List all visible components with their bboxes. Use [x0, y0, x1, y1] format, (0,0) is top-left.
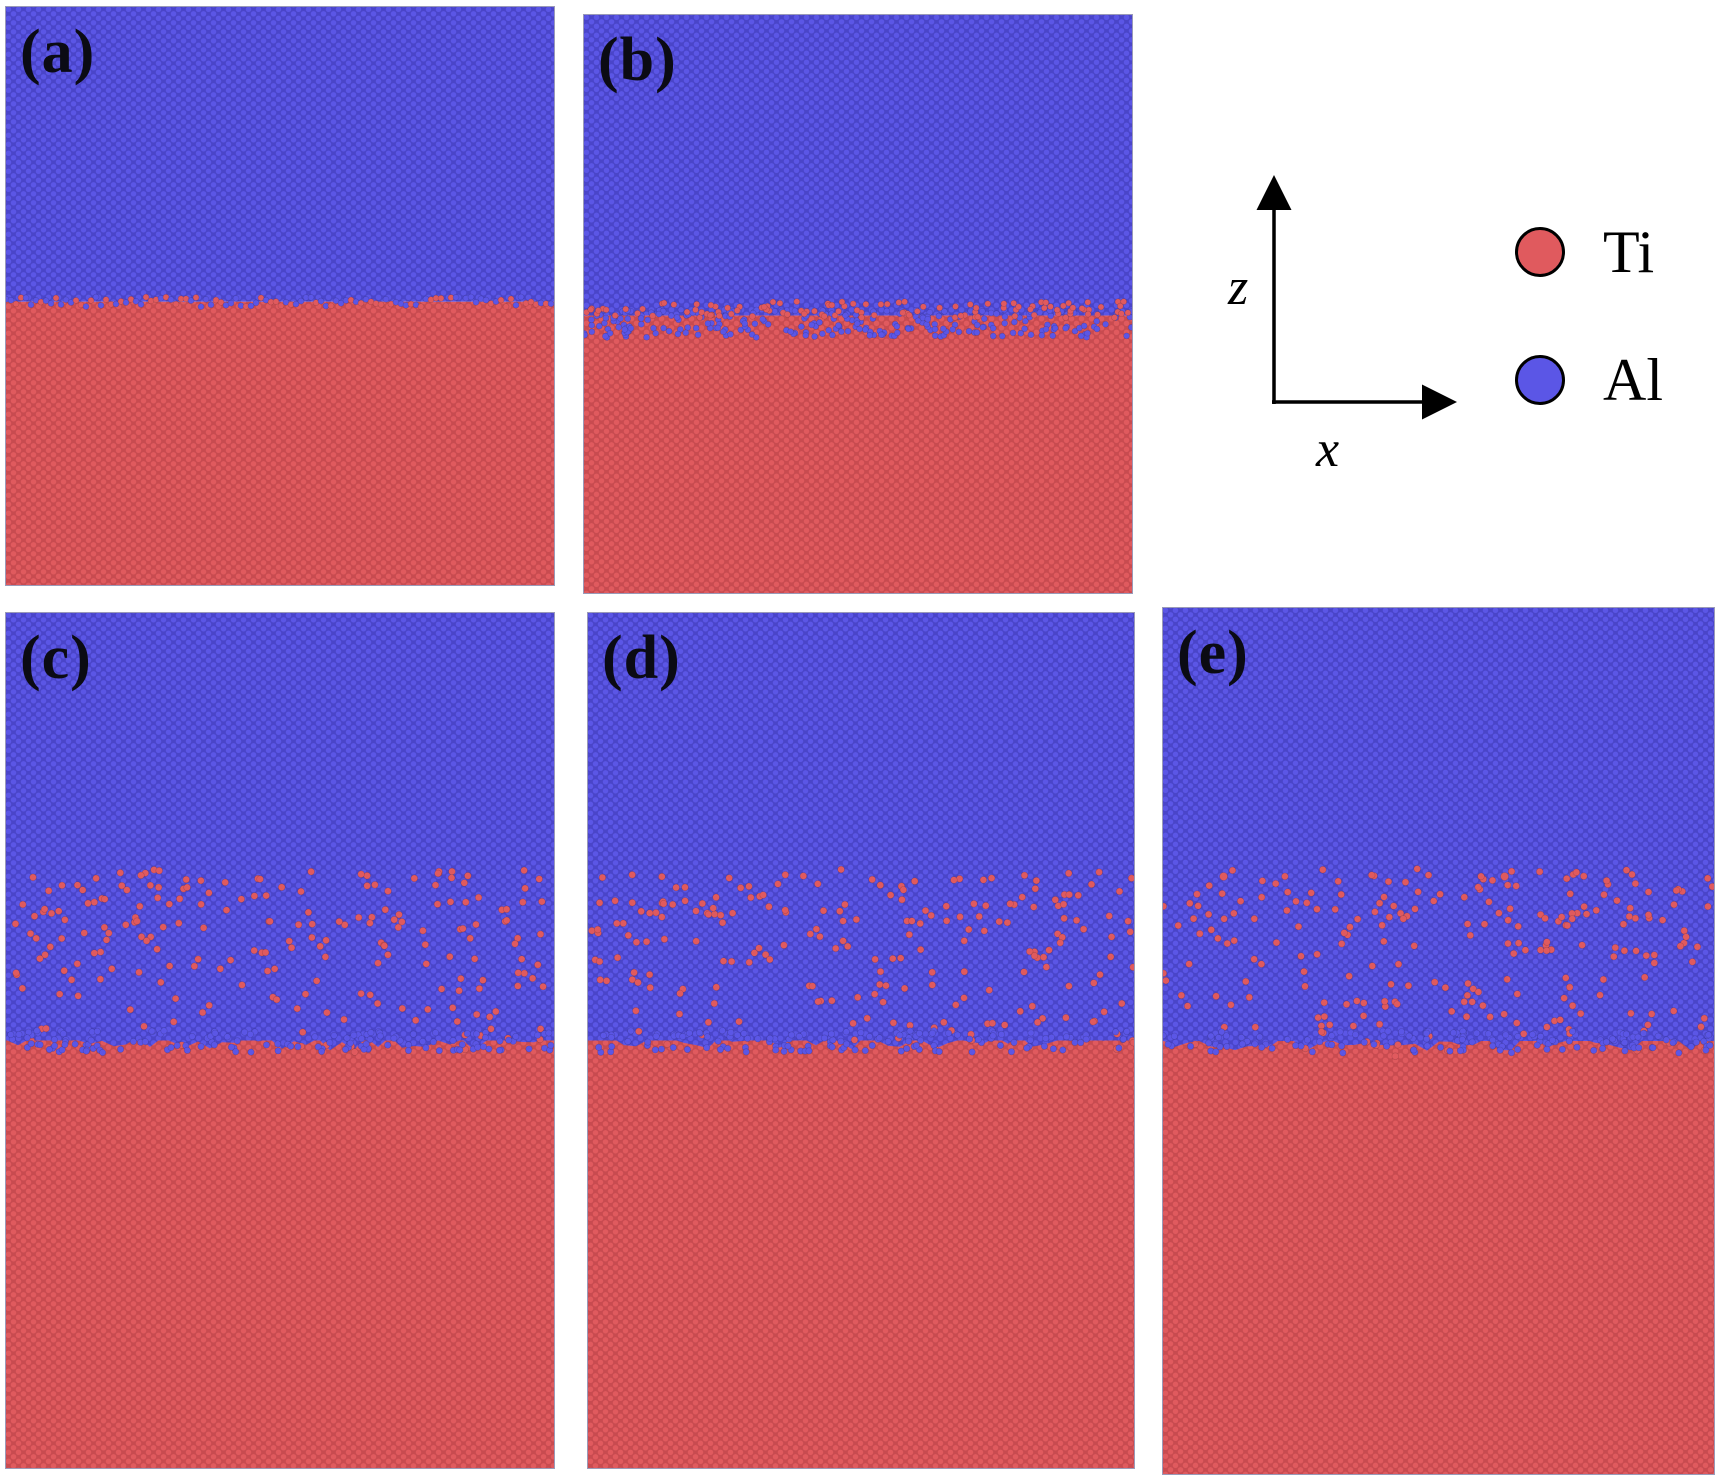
- panel-a-label: (a): [20, 18, 96, 86]
- al-region: [584, 15, 1132, 316]
- z-axis-label: z: [1228, 259, 1249, 316]
- legend-item-ti: Ti: [1515, 222, 1654, 282]
- ti-region: [6, 301, 554, 585]
- panel-b: (b): [583, 14, 1133, 594]
- atom-slab-e: [1163, 608, 1714, 1474]
- legend-label-ti: Ti: [1603, 219, 1655, 285]
- ti-region: [1163, 1041, 1714, 1474]
- al-atom-icon: [1515, 355, 1565, 405]
- ti-region: [584, 315, 1132, 593]
- legend-item-al: Al: [1515, 350, 1663, 410]
- x-axis-label: x: [1316, 421, 1340, 478]
- ti-atom-icon: [1515, 227, 1565, 277]
- atom-slab-c: [6, 613, 554, 1468]
- legend-label-al: Al: [1603, 347, 1663, 413]
- atom-slab-a: [6, 7, 554, 585]
- panel-d: (d): [587, 612, 1135, 1469]
- panel-c-label: (c): [20, 624, 92, 692]
- panel-a: (a): [5, 6, 555, 586]
- ti-region: [588, 1040, 1134, 1468]
- al-region: [6, 7, 554, 302]
- ti-region: [6, 1040, 554, 1468]
- atom-slab-b: [584, 15, 1132, 593]
- panel-c: (c): [5, 612, 555, 1469]
- panel-b-label: (b): [598, 26, 677, 94]
- al-region: [588, 613, 1134, 1041]
- coordinate-axes-icon: [1256, 175, 1457, 420]
- panel-e-label: (e): [1177, 619, 1249, 687]
- panel-e: (e): [1162, 607, 1715, 1475]
- panel-d-label: (d): [602, 624, 681, 692]
- al-region: [1163, 608, 1714, 1041]
- atom-slab-d: [588, 613, 1134, 1468]
- al-region: [6, 613, 554, 1041]
